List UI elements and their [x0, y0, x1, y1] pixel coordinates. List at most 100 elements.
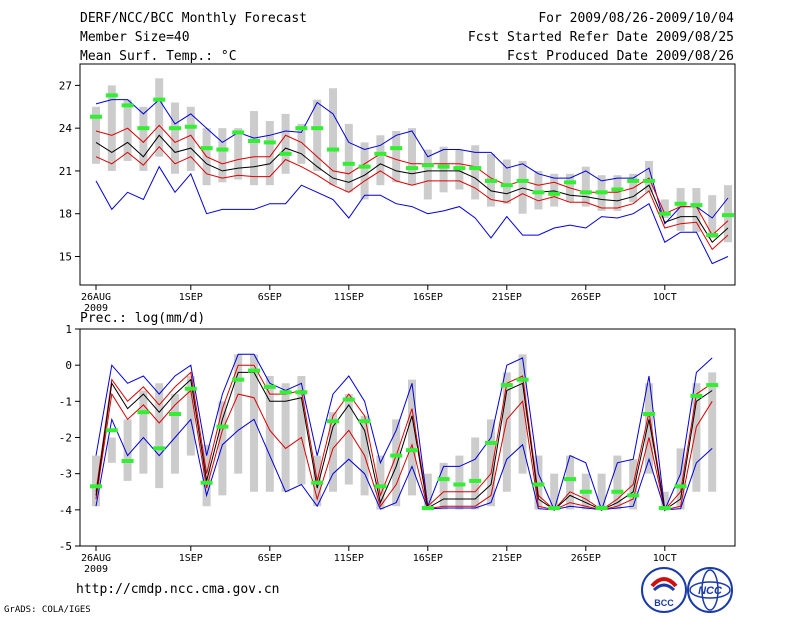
panel1-box [155, 78, 164, 157]
panel1-marker [485, 178, 497, 183]
panel1-marker [453, 166, 466, 171]
panel1-ytick-label: 21 [59, 165, 72, 178]
panel2-ytick-label: -3 [59, 468, 72, 481]
panel1-marker [374, 151, 387, 156]
panel2-marker [406, 448, 418, 453]
panel1-marker [232, 130, 245, 135]
panel2-marker [627, 493, 640, 498]
forecast-period: For 2009/08/26-2009/10/04 [538, 11, 734, 26]
panel2-box [660, 491, 669, 510]
panel1-marker [437, 164, 450, 169]
panel2-marker [706, 383, 719, 388]
grads-credit: GrADS: COLA/IGES [4, 605, 91, 615]
svg-text:NCC: NCC [698, 585, 723, 597]
panel2-marker [295, 390, 308, 395]
panel2-box [566, 455, 574, 510]
panel1-marker [184, 124, 197, 129]
panel1-marker [295, 126, 308, 131]
panel2-box [250, 354, 258, 492]
panel2-box [518, 354, 527, 474]
panel1-lower-line [95, 145, 729, 251]
panel1-box [408, 128, 416, 186]
panel1-min-line [95, 165, 729, 265]
panel2-marker [153, 446, 166, 451]
panel1-marker [627, 178, 640, 183]
panel1-marker [358, 164, 371, 169]
panel2-marker [216, 424, 229, 429]
panel1-mean-line [95, 134, 729, 243]
panel2-box [423, 473, 432, 510]
panel2-marker [390, 453, 403, 458]
panel1-box [581, 166, 590, 207]
panel2-marker [469, 478, 482, 483]
panel2-marker [485, 440, 497, 445]
panel1-marker [500, 183, 513, 188]
panel2-box [297, 376, 306, 485]
panel1-marker [532, 190, 545, 195]
panel1-marker [342, 161, 355, 166]
panel2-xtick-label: 11SEP [334, 553, 364, 564]
panel1-ytick-label: 24 [59, 122, 73, 135]
produced-date: Fcst Produced Date 2009/08/26 [507, 49, 734, 64]
panel2-box [502, 372, 511, 492]
panel2-marker [516, 377, 529, 382]
panel2-marker [169, 411, 181, 416]
panel2-xtick-label: 16SEP [413, 553, 443, 564]
panel1-marker [153, 97, 166, 102]
panel1-box [518, 160, 527, 214]
panel2-marker [137, 410, 150, 415]
panel1-box [376, 135, 385, 186]
panel2-marker [358, 419, 371, 424]
panel2-ytick-label: 0 [65, 359, 72, 372]
panel2-box [471, 437, 480, 510]
panel1-marker [105, 93, 118, 98]
panel1-xtick-label: 11SEP [334, 292, 364, 303]
panel2-marker [611, 489, 624, 494]
panel1-box [534, 170, 543, 210]
panel1-box [234, 128, 243, 180]
panel1-box [218, 128, 227, 183]
panel1-box [502, 159, 511, 204]
panel1-marker [200, 146, 213, 151]
panel2-marker [248, 368, 260, 373]
panel2-box [550, 473, 559, 510]
panel1-box [139, 106, 148, 171]
panel2-box [708, 372, 717, 492]
panel2-marker [374, 484, 387, 489]
panel1-marker [564, 180, 576, 185]
panel2-ytick-label: -2 [59, 432, 72, 445]
panel2-box [487, 419, 495, 507]
panel2-box [171, 394, 179, 474]
panel2-marker [643, 411, 655, 416]
panel1-marker [248, 138, 260, 143]
panel2-xtick-year: 2009 [84, 564, 108, 575]
panel1-marker [548, 191, 561, 196]
panel1-box [392, 131, 401, 183]
panel2-marker [279, 390, 292, 395]
panel1-box [613, 175, 622, 211]
panel1-marker [90, 114, 102, 119]
panel1-max-line [95, 98, 729, 225]
panel1-box [297, 123, 306, 164]
panel2-marker [421, 506, 434, 511]
panel2-marker [232, 377, 245, 382]
panel2-marker [453, 482, 466, 487]
panel2-marker [437, 477, 450, 482]
panel1-box [329, 88, 337, 186]
panel1-box [660, 199, 669, 218]
panel2-marker [263, 384, 276, 389]
panel2-box [155, 383, 164, 489]
source-url[interactable]: http://cmdp.ncc.cma.gov.cn [76, 582, 280, 597]
panel1-marker [595, 190, 608, 195]
panel1-box [123, 99, 132, 161]
panel2-marker [579, 489, 592, 494]
panel2-box [234, 354, 243, 474]
panel1-marker [216, 147, 229, 152]
panel1-xtick-label: 1OCT [653, 292, 677, 303]
panel1-ytick-label: 27 [59, 79, 72, 92]
panel2-box [139, 390, 148, 474]
panel2-xtick-label: 26AUG [81, 553, 111, 564]
panel1-box [676, 188, 685, 231]
panel2-box [186, 376, 195, 456]
